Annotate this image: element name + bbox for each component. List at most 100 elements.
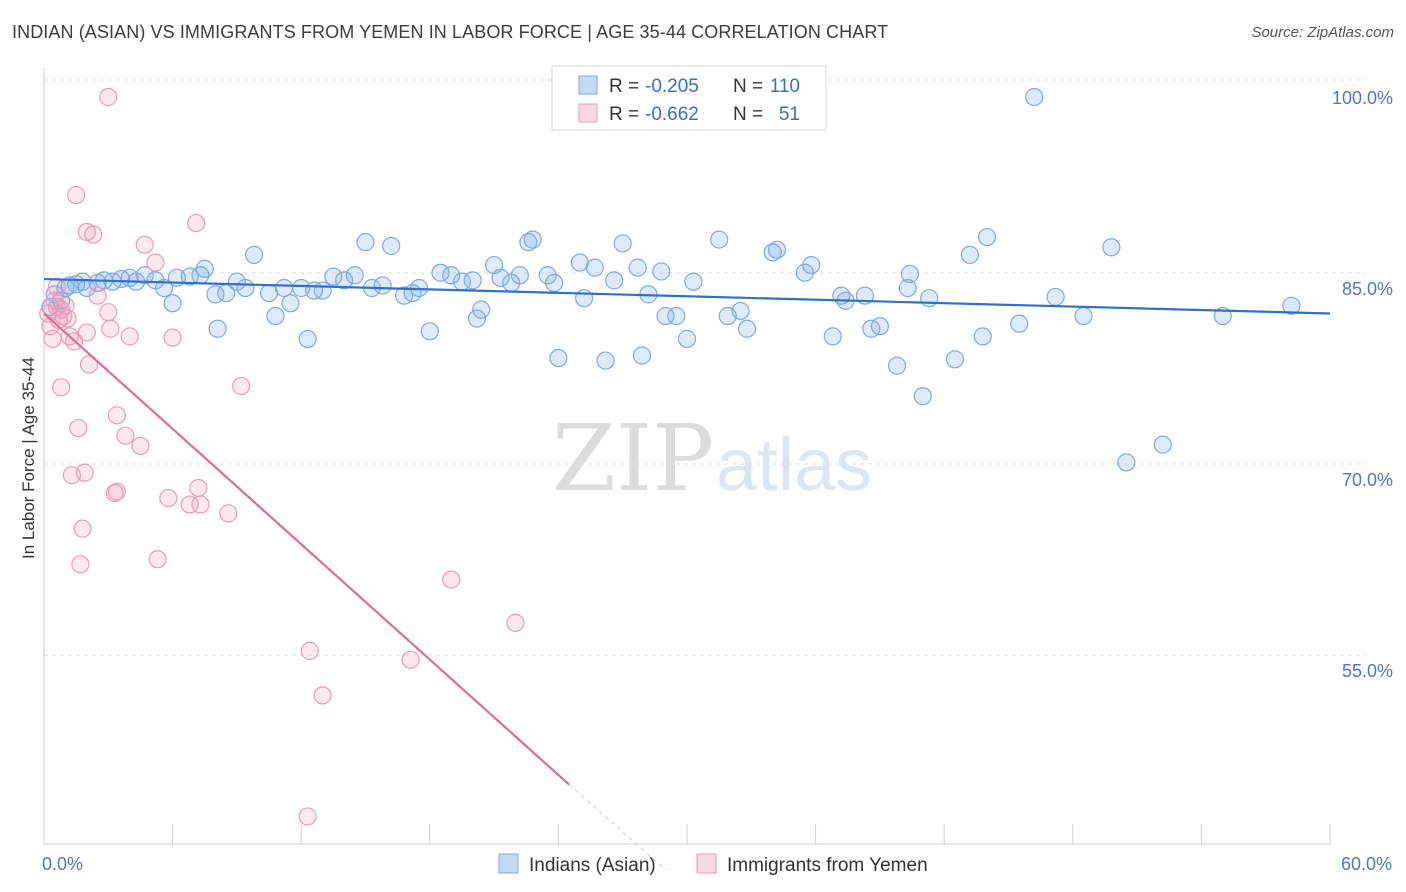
point-0-66	[605, 271, 624, 290]
point-1-31	[120, 327, 139, 346]
point-0-72	[656, 306, 675, 326]
point-0-99	[1025, 87, 1044, 107]
point-0-104	[1153, 435, 1172, 454]
point-0-21	[195, 259, 214, 278]
point-1-48	[442, 570, 461, 589]
y-tick-label-3: 55.0%	[1342, 661, 1393, 681]
series-legend: Indians (Asian) Immigrants from Yemen	[498, 853, 928, 876]
correlation-legend: R = -0.205 N = 110 R = -0.662 N = 51	[551, 65, 827, 131]
legend-n-label-1: N =	[733, 76, 763, 97]
point-1-14	[67, 185, 86, 205]
point-0-82	[795, 263, 814, 282]
x-tick-label-right: 60.0%	[1341, 854, 1392, 874]
point-1-32	[131, 436, 150, 455]
point-0-69	[632, 346, 652, 365]
legend-swatch-indians	[578, 75, 598, 95]
point-1-25	[99, 303, 118, 322]
point-0-61	[549, 348, 568, 368]
point-1-46	[313, 686, 332, 705]
point-1-24	[99, 87, 118, 107]
point-0-16	[154, 278, 174, 298]
legend-r-value-2: -0.662	[645, 104, 699, 125]
point-1-36	[159, 489, 178, 508]
y-tick-label-1: 85.0%	[1342, 279, 1393, 299]
point-0-79	[737, 319, 757, 338]
point-0-103	[1117, 453, 1136, 472]
legend-r-label-2: R =	[609, 104, 639, 125]
gridlines	[44, 79, 1366, 656]
point-1-28	[105, 483, 124, 503]
point-0-50	[463, 271, 482, 290]
point-0-48	[442, 266, 461, 285]
legend-n-value-2: 51	[779, 104, 800, 125]
point-1-33	[135, 235, 154, 254]
point-0-91	[898, 278, 917, 298]
point-1-39	[187, 213, 206, 233]
point-0-93	[920, 289, 939, 308]
point-1-9	[58, 309, 77, 328]
point-0-37	[334, 271, 354, 290]
point-0-107	[913, 387, 932, 406]
point-0-47	[431, 263, 450, 282]
point-0-90	[887, 356, 907, 375]
bottom-legend-label-yemen: Immigrants from Yemen	[727, 855, 928, 876]
point-0-30	[274, 278, 294, 298]
point-0-31	[281, 294, 300, 313]
point-1-38	[180, 495, 199, 514]
point-0-41	[373, 276, 392, 295]
watermark-atlas: atlas	[716, 423, 872, 506]
chart-title: INDIAN (ASIAN) VS IMMIGRANTS FROM YEMEN …	[12, 22, 889, 42]
point-0-63	[575, 289, 594, 308]
point-1-29	[107, 406, 126, 425]
point-0-75	[684, 272, 703, 291]
point-0-23	[208, 319, 227, 338]
point-0-33	[298, 329, 317, 349]
point-0-38	[345, 266, 364, 285]
trend-line-0	[43, 277, 1331, 315]
point-0-102	[1102, 238, 1121, 257]
trend-line-extension-1	[568, 784, 666, 871]
point-1-40	[189, 478, 208, 498]
point-1-22	[84, 225, 103, 244]
bottom-legend-swatch-yemen	[696, 853, 717, 874]
point-0-29	[266, 306, 285, 326]
point-0-35	[313, 281, 332, 300]
point-1-34	[146, 253, 165, 272]
point-1-18	[75, 463, 94, 482]
point-0-73	[667, 306, 686, 326]
series-yemen-points	[39, 87, 525, 826]
point-0-60	[545, 273, 564, 293]
y-tick-labels: 100.0% 85.0% 70.0% 55.0%	[1332, 88, 1393, 681]
y-tick-label-2: 70.0%	[1342, 470, 1393, 490]
point-0-97	[977, 227, 997, 247]
legend-r-value-1: -0.205	[645, 76, 699, 97]
point-0-54	[491, 268, 510, 287]
point-0-64	[585, 258, 604, 277]
point-1-41	[191, 495, 210, 514]
point-1-44	[298, 807, 317, 826]
legend-r-label-1: R =	[609, 76, 639, 97]
point-0-100	[1046, 287, 1065, 307]
point-0-67	[613, 234, 632, 253]
point-0-92	[900, 264, 920, 284]
point-0-56	[510, 266, 529, 285]
point-0-89	[870, 317, 890, 336]
bottom-legend-label-indians: Indians (Asian)	[529, 855, 656, 876]
point-0-14	[135, 266, 154, 285]
bottom-legend-swatch-indians	[498, 853, 519, 874]
point-1-23	[88, 286, 107, 305]
point-0-74	[677, 329, 697, 349]
point-1-17	[73, 519, 92, 538]
point-0-101	[1074, 306, 1093, 326]
point-1-43	[232, 376, 251, 396]
point-0-39	[356, 233, 375, 252]
point-0-17	[163, 294, 182, 313]
point-1-47	[401, 650, 420, 669]
point-0-71	[652, 262, 671, 281]
point-1-21	[79, 355, 99, 374]
point-0-68	[628, 258, 647, 277]
point-0-59	[538, 266, 557, 285]
y-tick-label-0: 100.0%	[1332, 88, 1393, 108]
point-0-46	[420, 322, 439, 341]
